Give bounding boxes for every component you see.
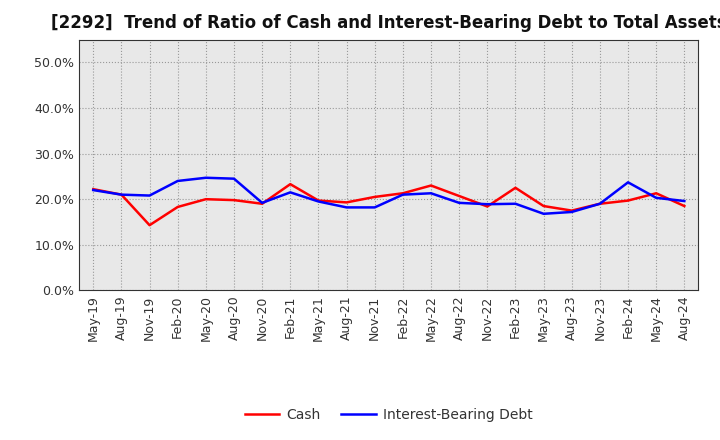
Interest-Bearing Debt	[286, 190, 294, 195]
Interest-Bearing Debt	[117, 192, 126, 197]
Title: [2292]  Trend of Ratio of Cash and Interest-Bearing Debt to Total Assets: [2292] Trend of Ratio of Cash and Intere…	[51, 15, 720, 33]
Interest-Bearing Debt	[145, 193, 154, 198]
Cash	[230, 198, 238, 203]
Interest-Bearing Debt	[652, 195, 660, 201]
Cash	[399, 191, 408, 196]
Interest-Bearing Debt	[89, 187, 98, 193]
Interest-Bearing Debt	[680, 198, 688, 204]
Cash	[483, 204, 492, 209]
Cash	[595, 201, 604, 206]
Cash	[652, 191, 660, 196]
Cash	[567, 208, 576, 213]
Interest-Bearing Debt	[399, 192, 408, 197]
Cash	[314, 198, 323, 203]
Cash	[539, 203, 548, 209]
Cash	[342, 200, 351, 205]
Line: Cash: Cash	[94, 184, 684, 225]
Cash	[427, 183, 436, 188]
Cash	[117, 192, 126, 197]
Interest-Bearing Debt	[174, 178, 182, 183]
Cash	[370, 194, 379, 200]
Cash	[145, 223, 154, 228]
Line: Interest-Bearing Debt: Interest-Bearing Debt	[94, 178, 684, 214]
Interest-Bearing Debt	[258, 200, 266, 205]
Interest-Bearing Debt	[455, 200, 464, 205]
Cash	[624, 198, 632, 203]
Interest-Bearing Debt	[567, 209, 576, 215]
Cash	[258, 201, 266, 206]
Cash	[455, 193, 464, 198]
Interest-Bearing Debt	[427, 191, 436, 196]
Cash	[511, 185, 520, 191]
Cash	[680, 203, 688, 209]
Interest-Bearing Debt	[595, 201, 604, 206]
Interest-Bearing Debt	[314, 199, 323, 204]
Interest-Bearing Debt	[511, 201, 520, 206]
Cash	[174, 204, 182, 209]
Interest-Bearing Debt	[370, 205, 379, 210]
Interest-Bearing Debt	[539, 211, 548, 216]
Interest-Bearing Debt	[342, 205, 351, 210]
Interest-Bearing Debt	[624, 180, 632, 185]
Cash	[202, 197, 210, 202]
Legend: Cash, Interest-Bearing Debt: Cash, Interest-Bearing Debt	[239, 403, 539, 428]
Cash	[89, 187, 98, 192]
Interest-Bearing Debt	[483, 202, 492, 207]
Interest-Bearing Debt	[230, 176, 238, 181]
Interest-Bearing Debt	[202, 175, 210, 180]
Cash	[286, 182, 294, 187]
